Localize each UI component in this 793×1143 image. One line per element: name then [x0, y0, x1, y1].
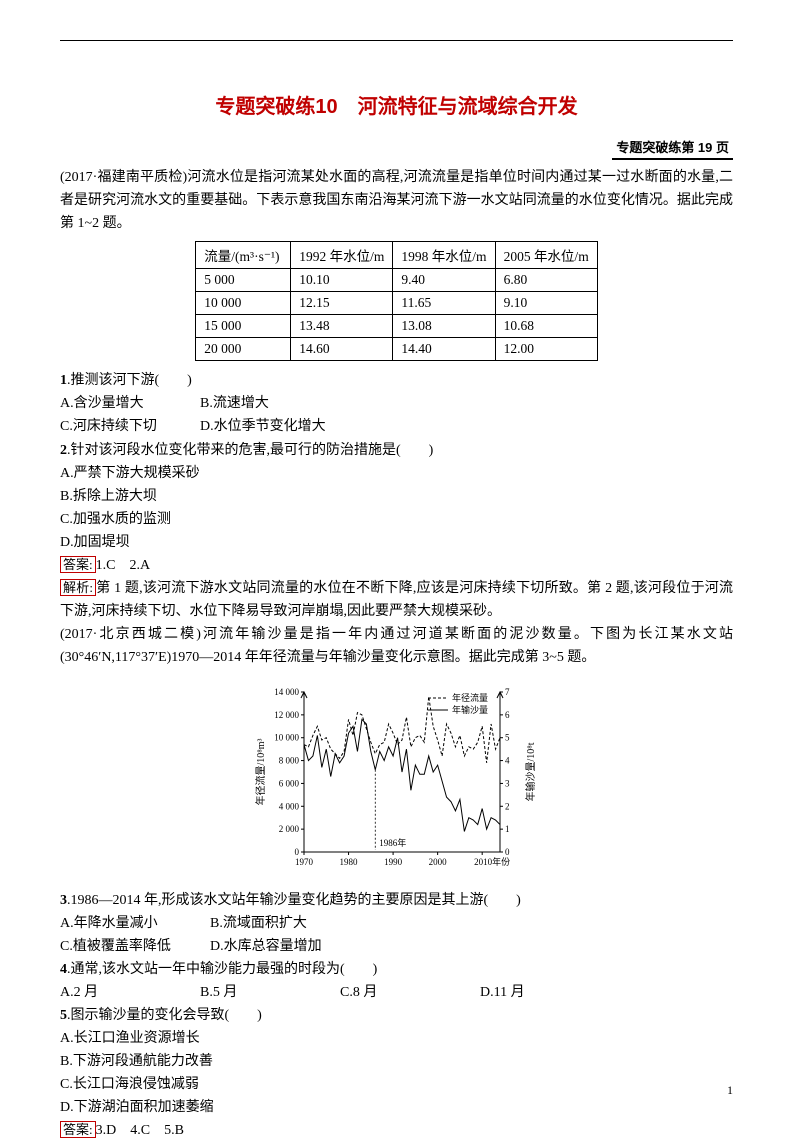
water-table: 流量/(m³·s⁻¹) 1992 年水位/m 1998 年水位/m 2005 年… — [195, 241, 597, 361]
answer-label: 答案: — [60, 556, 96, 573]
svg-text:0: 0 — [505, 847, 510, 857]
svg-text:2000: 2000 — [428, 857, 447, 867]
answer-label: 答案: — [60, 1121, 96, 1138]
table-header: 流量/(m³·s⁻¹) 1992 年水位/m 1998 年水位/m 2005 年… — [196, 242, 597, 269]
q5-opts: A.长江口渔业资源增长 B.下游河段通航能力改善 C.长江口海浪侵蚀减弱 D.下… — [60, 1027, 733, 1119]
svg-text:1: 1 — [505, 824, 510, 834]
svg-text:12 000: 12 000 — [274, 709, 299, 719]
chart-wrap: 0 2 000 4 000 6 000 8 000 10 000 12 000 14 000 0… — [60, 678, 733, 883]
svg-text:年输沙量/10⁸t: 年输沙量/10⁸t — [524, 742, 537, 801]
svg-text:7: 7 — [505, 687, 510, 697]
runoff-sand-chart: 0 2 000 4 000 6 000 8 000 10 000 12 000 14 000 0… — [252, 678, 542, 878]
q5: 5.图示输沙量的变化会导致( ) — [60, 1004, 733, 1027]
svg-text:年径流量: 年径流量 — [452, 692, 488, 703]
svg-text:4 000: 4 000 — [278, 801, 299, 811]
jiexi-label: 解析: — [60, 579, 96, 596]
q2-opts: A.严禁下游大规模采砂 B.拆除上游大坝 C.加强水质的监测 D.加固堤坝 — [60, 462, 733, 554]
svg-text:0: 0 — [294, 847, 299, 857]
th-3: 2005 年水位/m — [495, 242, 597, 269]
page-ref: 专题突破练第 19 页 — [612, 137, 733, 160]
page-ref-wrap: 专题突破练第 19 页 — [60, 137, 733, 160]
table-row: 5 00010.109.406.80 — [196, 269, 597, 292]
svg-text:1986年: 1986年 — [379, 837, 406, 848]
jiexi-12: 解析:第 1 题,该河流下游水文站同流量的水位在不断下降,应该是河床持续下切所致… — [60, 577, 733, 623]
th-1: 1992 年水位/m — [291, 242, 393, 269]
svg-text:4: 4 — [505, 755, 510, 765]
svg-text:6 000: 6 000 — [278, 778, 299, 788]
table-row: 20 00014.6014.4012.00 — [196, 338, 597, 361]
svg-text:2 000: 2 000 — [278, 824, 299, 834]
svg-text:1970: 1970 — [295, 857, 314, 867]
svg-text:5: 5 — [505, 732, 510, 742]
svg-text:年输沙量: 年输沙量 — [452, 704, 488, 715]
svg-text:3: 3 — [505, 778, 510, 788]
svg-text:1980: 1980 — [339, 857, 358, 867]
intro-1: (2017·福建南平质检)河流水位是指河流某处水面的高程,河流流量是指单位时间内… — [60, 166, 733, 235]
svg-text:1990: 1990 — [384, 857, 403, 867]
page-number: 1 — [727, 1083, 733, 1098]
table-row: 15 00013.4813.0810.68 — [196, 315, 597, 338]
q3: 3.1986—2014 年,形成该水文站年输沙量变化趋势的主要原因是其上游( ) — [60, 889, 733, 912]
q3-opts: A.年降水量减小B.流域面积扩大 C.植被覆盖率降低D.水库总容量增加 — [60, 912, 733, 958]
q1-opts: A.含沙量增大B.流速增大 C.河床持续下切D.水位季节变化增大 — [60, 392, 733, 438]
intro-2: (2017·北京西城二模)河流年输沙量是指一年内通过河道某断面的泥沙数量。下图为… — [60, 623, 733, 669]
ans-12: 答案:1.C 2.A — [60, 554, 733, 577]
q1: 1.推测该河下游( ) — [60, 369, 733, 392]
table-row: 10 00012.1511.659.10 — [196, 292, 597, 315]
th-2: 1998 年水位/m — [393, 242, 495, 269]
svg-text:2010年份: 2010年份 — [474, 856, 510, 867]
ans-35: 答案:3.D 4.C 5.B — [60, 1119, 733, 1142]
svg-text:6: 6 — [505, 709, 510, 719]
svg-text:14 000: 14 000 — [274, 687, 299, 697]
q2: 2.针对该河段水位变化带来的危害,最可行的防治措施是( ) — [60, 439, 733, 462]
svg-text:8 000: 8 000 — [278, 755, 299, 765]
page-title: 专题突破练10 河流特征与流域综合开发 — [60, 90, 733, 119]
svg-text:2: 2 — [505, 801, 510, 811]
svg-text:年径流量/10⁸m³: 年径流量/10⁸m³ — [254, 738, 267, 805]
top-rule — [60, 40, 733, 41]
q4: 4.通常,该水文站一年中输沙能力最强的时段为( ) — [60, 958, 733, 981]
q4-opts: A.2 月B.5 月C.8 月D.11 月 — [60, 981, 733, 1004]
th-0: 流量/(m³·s⁻¹) — [196, 242, 291, 269]
svg-text:10 000: 10 000 — [274, 732, 299, 742]
